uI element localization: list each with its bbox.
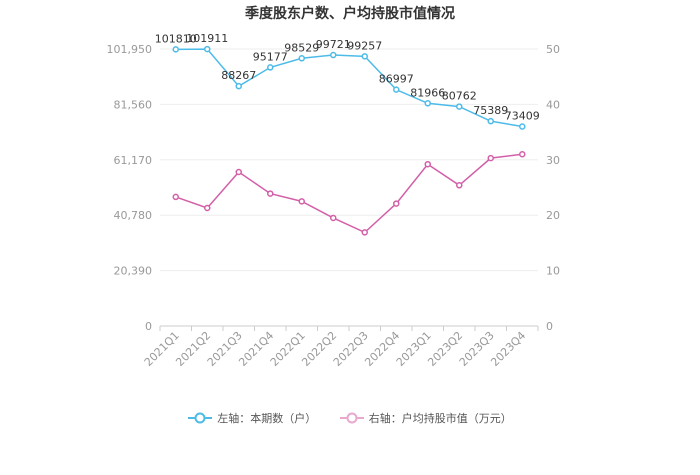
data-point-right bbox=[456, 182, 463, 189]
data-point-right bbox=[267, 190, 274, 197]
data-point-right bbox=[487, 154, 494, 162]
data-label: 98529 bbox=[284, 41, 319, 54]
data-label: 95177 bbox=[253, 50, 288, 63]
right-axis-tick-label: 10 bbox=[546, 265, 560, 278]
data-point-left bbox=[267, 64, 274, 71]
data-point-left bbox=[361, 53, 368, 60]
left-axis-tick-label: 40,780 bbox=[114, 209, 153, 222]
x-axis-tick-label: 2023Q4 bbox=[488, 329, 528, 369]
legend-marker-left bbox=[188, 412, 213, 424]
data-label: 101911 bbox=[186, 32, 228, 45]
legend-label-left: 左轴：本期数（户） bbox=[217, 412, 317, 425]
data-point-left bbox=[172, 46, 179, 53]
data-label: 101810 bbox=[155, 32, 197, 45]
data-label: 99721 bbox=[316, 38, 351, 51]
right-axis-tick-label: 50 bbox=[546, 43, 560, 56]
legend: 左轴：本期数（户） 右轴：户均持股市值（万元） bbox=[0, 410, 700, 427]
right-axis-tick-label: 20 bbox=[546, 209, 560, 222]
data-point-left bbox=[330, 51, 337, 59]
left-axis-tick-label: 101,950 bbox=[107, 43, 153, 56]
left-axis-tick-label: 81,560 bbox=[114, 98, 153, 111]
right-axis-tick-label: 30 bbox=[546, 154, 560, 167]
right-axis-tick-label: 0 bbox=[546, 320, 553, 333]
data-label: 99257 bbox=[347, 39, 382, 52]
data-point-right bbox=[393, 200, 400, 207]
data-point-right bbox=[424, 160, 431, 168]
left-axis-tick-label: 20,390 bbox=[114, 265, 153, 278]
data-label: 75389 bbox=[473, 104, 508, 117]
data-point-left bbox=[487, 117, 494, 125]
data-label: 86997 bbox=[379, 73, 414, 86]
right-axis-tick-label: 40 bbox=[546, 98, 560, 111]
data-label: 80762 bbox=[442, 90, 477, 103]
data-point-left bbox=[393, 86, 400, 93]
data-point-right bbox=[330, 214, 337, 222]
data-point-right bbox=[204, 204, 211, 212]
data-point-right bbox=[361, 229, 368, 236]
data-point-left bbox=[235, 82, 242, 90]
data-point-right bbox=[519, 151, 526, 158]
legend-item-right-series[interactable]: 右轴：户均持股市值（万元） bbox=[339, 410, 512, 426]
series-line-left bbox=[175, 48, 523, 128]
data-point-left bbox=[424, 100, 431, 107]
left-axis-tick-label: 0 bbox=[145, 320, 152, 333]
legend-marker-right bbox=[339, 412, 364, 424]
legend-label-right: 右轴：户均持股市值（万元） bbox=[368, 412, 512, 425]
series-line-right bbox=[175, 153, 523, 234]
data-label: 88267 bbox=[221, 69, 256, 82]
data-point-right bbox=[298, 198, 305, 205]
data-point-left bbox=[204, 45, 211, 53]
data-point-right bbox=[172, 193, 179, 201]
data-point-left bbox=[456, 103, 463, 110]
data-point-right bbox=[235, 168, 242, 176]
legend-item-left-series[interactable]: 左轴：本期数（户） bbox=[188, 410, 316, 426]
left-axis-tick-label: 61,170 bbox=[114, 154, 153, 167]
data-point-left bbox=[298, 55, 305, 62]
data-label: 81966 bbox=[410, 86, 445, 99]
data-label: 73409 bbox=[505, 110, 540, 123]
data-point-left bbox=[519, 123, 526, 130]
chart-title: 季度股东户数、户均持股市值情况 bbox=[245, 6, 455, 22]
